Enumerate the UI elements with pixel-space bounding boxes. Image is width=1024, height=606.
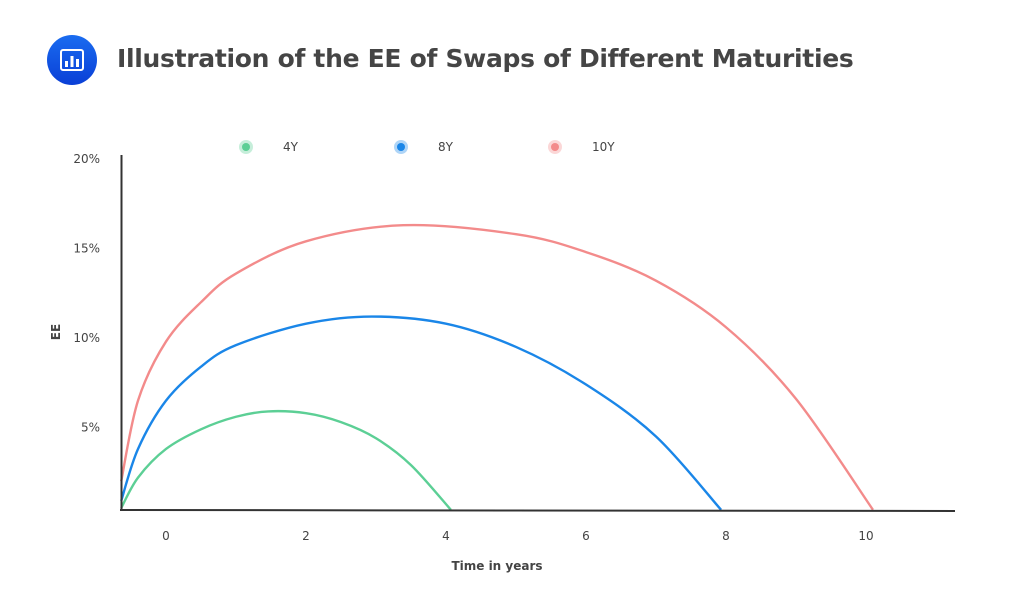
y-tick-label: 20% [73,152,100,166]
legend-marker [551,143,559,151]
series-line-8Y [120,315,722,511]
series-line-4Y [120,409,452,511]
legend-label: 10Y [592,140,615,154]
x-tick-label: 0 [162,529,170,543]
legend-marker [397,143,405,151]
x-tick-label: 4 [442,529,450,543]
legend-marker [242,143,250,151]
x-tick-label: 2 [302,529,310,543]
y-tick-label: 15% [73,242,100,256]
x-tick-label: 10 [858,529,873,543]
legend-label: 4Y [283,140,299,154]
x-tick-label: 8 [722,529,730,543]
y-tick-label: 10% [73,331,100,345]
series-line-10Y [120,223,874,511]
legend-label: 8Y [438,140,454,154]
y-axis-label: EE [49,324,63,340]
x-axis [119,509,956,512]
y-tick-label: 5% [81,421,100,435]
bar-chart-icon [47,35,97,85]
chart-title: Illustration of the EE of Swaps of Diffe… [117,44,854,73]
x-tick-label: 6 [582,529,590,543]
x-axis-label: Time in years [451,559,542,573]
